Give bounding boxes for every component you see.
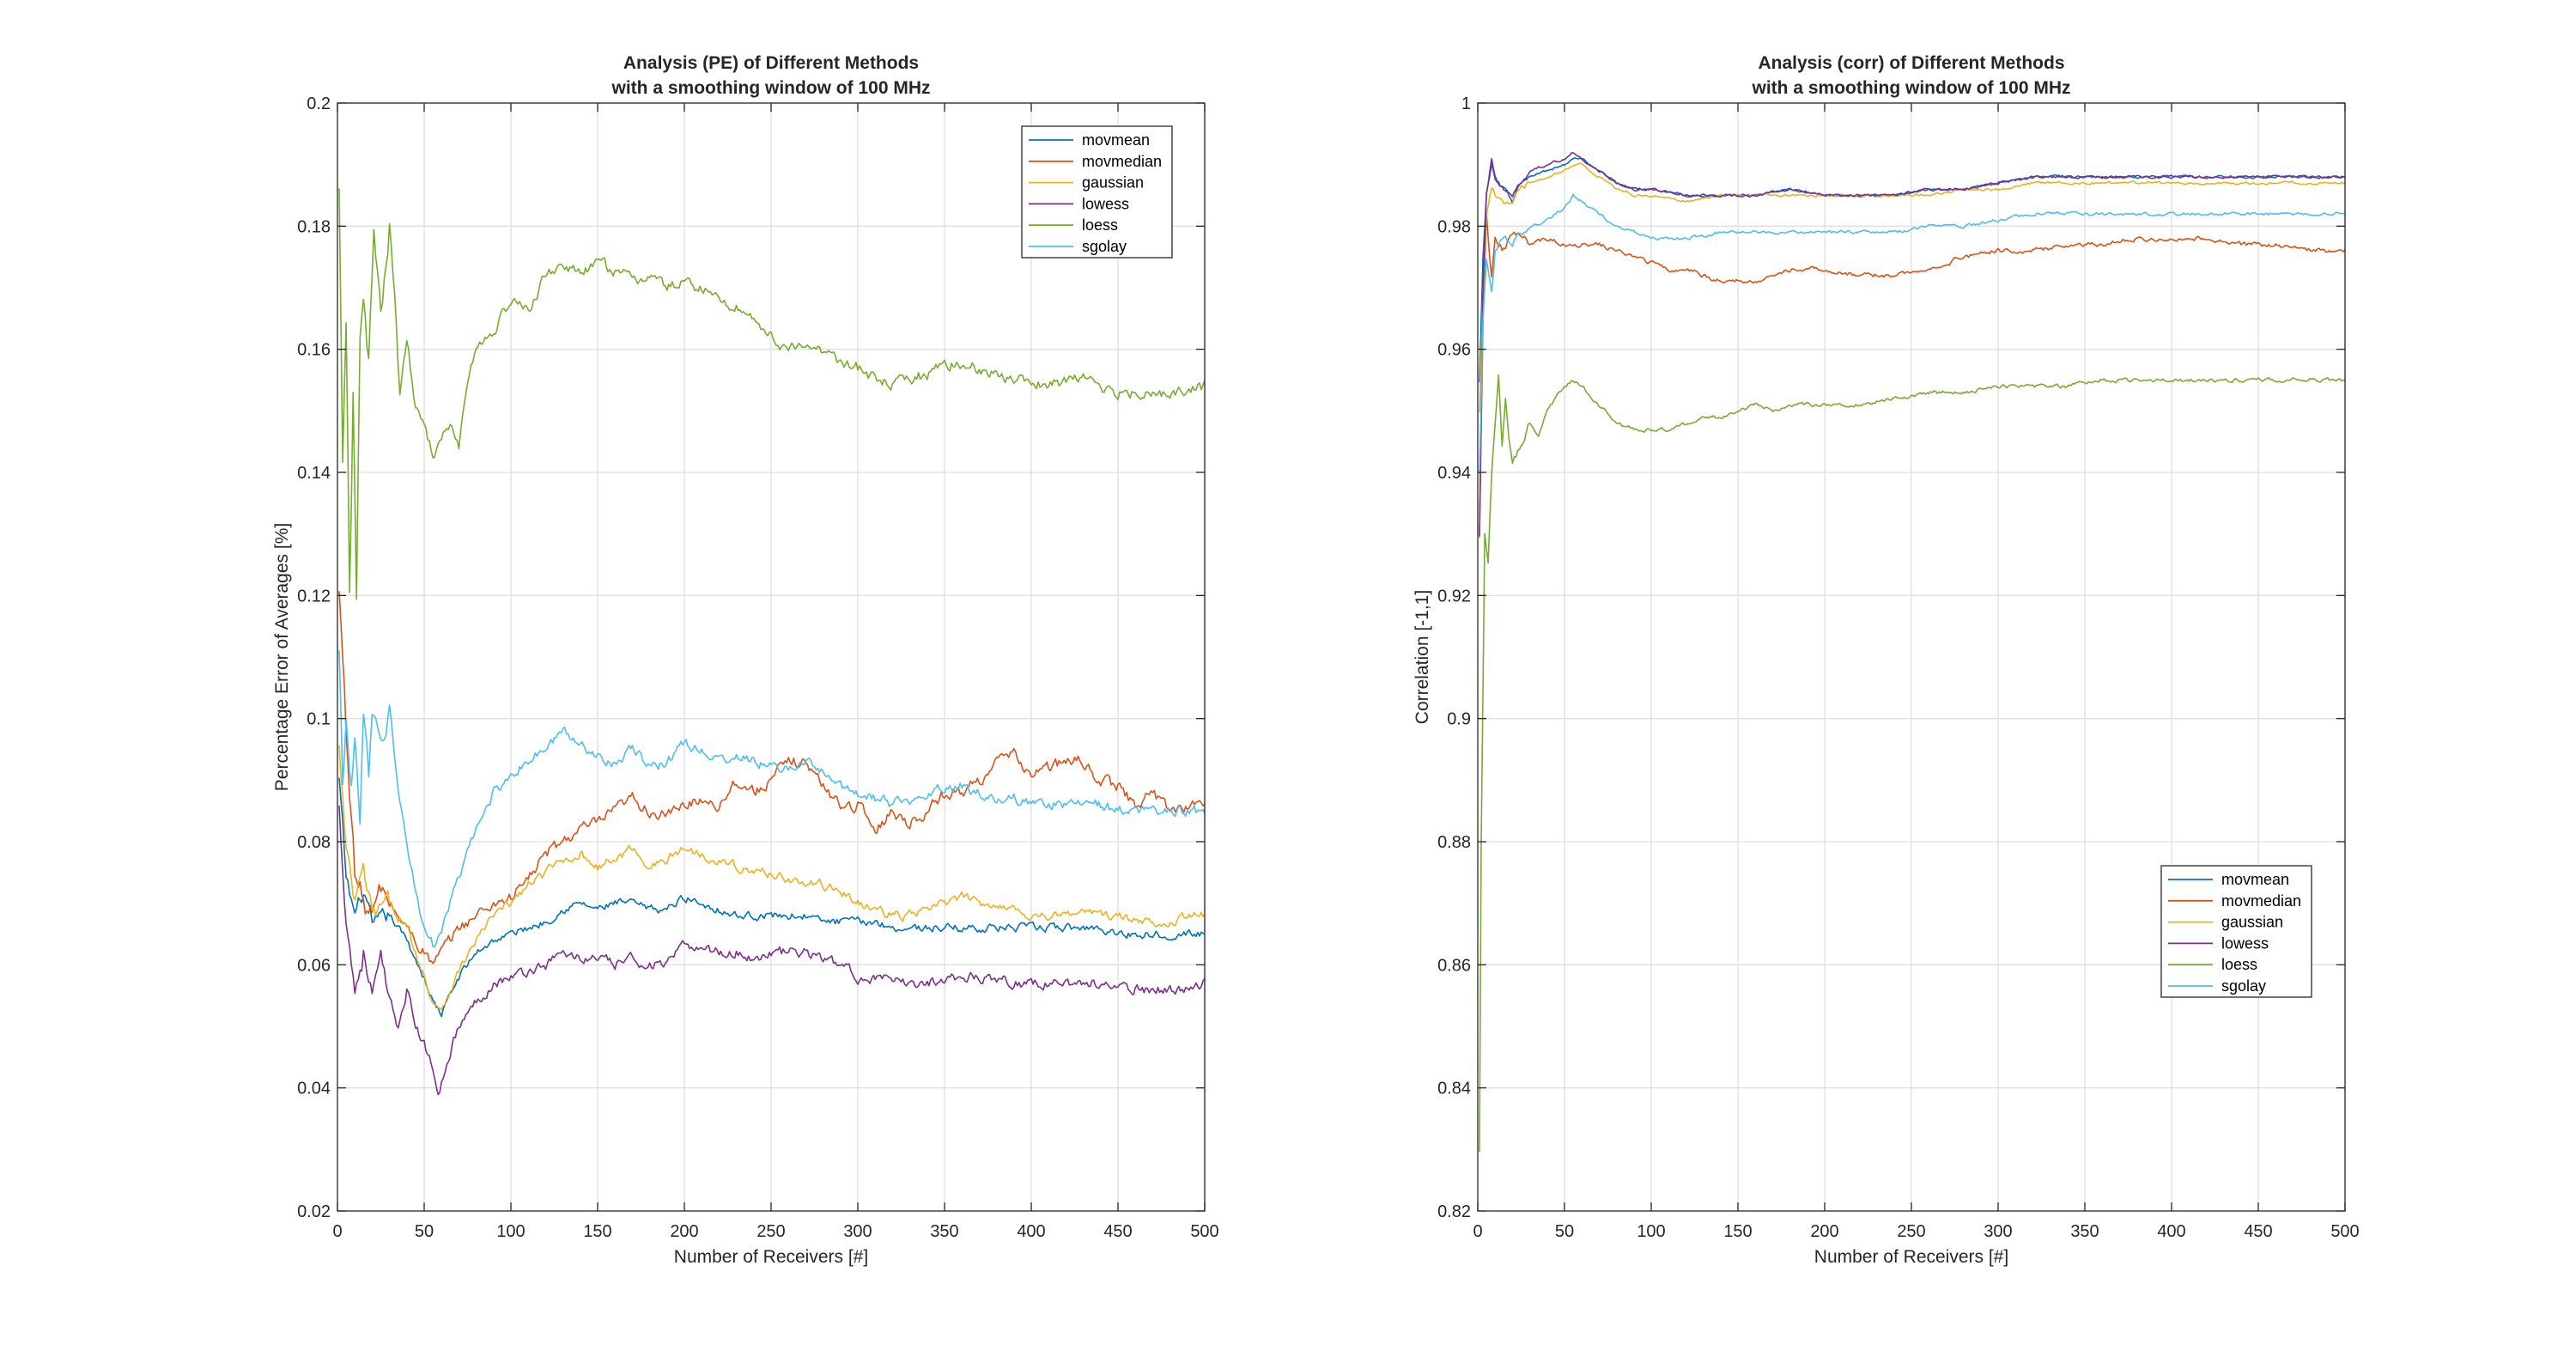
chart-title: Analysis (corr) of Different Methods with… xyxy=(1752,53,2071,98)
y-tick-label: 0.86 xyxy=(1437,956,1471,975)
y-tick-label: 1 xyxy=(1461,94,1471,113)
y-tick-label: 0.94 xyxy=(1437,464,1471,483)
series-line-gaussian xyxy=(1479,162,2346,413)
legend-box xyxy=(2160,865,2312,998)
x-tick-label: 450 xyxy=(2244,1222,2272,1241)
x-tick-label: 500 xyxy=(1190,1222,1218,1241)
legend-entry-movmean: movmean xyxy=(2221,871,2289,888)
chart-title: Analysis (PE) of Different Methods with a… xyxy=(611,53,931,98)
series-line-lowess xyxy=(1479,152,2346,536)
x-tick-label: 350 xyxy=(2070,1222,2099,1241)
legend: movmean movmedian gaussian lowess loess sgola… xyxy=(1021,125,1173,259)
y-tick-label: 0.96 xyxy=(1437,341,1471,360)
y-tick-label: 0.12 xyxy=(297,587,331,606)
series-group xyxy=(1479,152,2346,1152)
x-tick-label: 400 xyxy=(1017,1222,1045,1241)
x-tick-label: 0 xyxy=(332,1222,342,1241)
legend-entry-movmean: movmean xyxy=(1082,131,1150,149)
x-tick-label: 400 xyxy=(2157,1222,2185,1241)
x-tick-label: 300 xyxy=(1984,1222,2012,1241)
x-tick-label: 100 xyxy=(496,1222,525,1241)
y-tick-label: 0.14 xyxy=(297,464,331,483)
series-line-movmedian xyxy=(338,591,1206,965)
y-tick-label: 0.2 xyxy=(307,94,331,113)
y-axis: 0.02 0.04 0.06 0.08 0.1 0.12 0.14 0.16 0.18 0.2 Pe… xyxy=(272,94,1205,1221)
x-axis: 0 50 100 150 200 250 300 350 400 450 500 Number of … xyxy=(1473,103,2360,1267)
series-line-movmean xyxy=(338,777,1206,1018)
x-tick-label: 200 xyxy=(670,1222,698,1241)
series-line-sgolay xyxy=(338,650,1206,948)
legend-entry-loess: loess xyxy=(1082,216,1118,234)
x-tick-label: 50 xyxy=(415,1222,434,1241)
x-tick-label: 300 xyxy=(843,1222,872,1241)
y-tick-label: 0.88 xyxy=(1437,833,1471,852)
legend-entry-movmedian: movmedian xyxy=(2221,892,2301,910)
series-line-gaussian xyxy=(338,745,1206,1011)
x-tick-label: 450 xyxy=(1103,1222,1132,1241)
y-tick-label: 0.16 xyxy=(297,341,331,360)
x-tick-label: 350 xyxy=(930,1222,958,1241)
corr-chart-panel: Analysis (corr) of Different Methods with… xyxy=(1413,53,2360,1267)
y-axis: 0.82 0.84 0.86 0.88 0.9 0.92 0.94 0.96 0.98 1 Corr… xyxy=(1413,94,2345,1221)
x-axis-label: Number of Receivers [#] xyxy=(1814,1247,2008,1267)
series-line-lowess xyxy=(338,805,1206,1096)
x-tick-label: 200 xyxy=(1810,1222,1838,1241)
x-tick-label: 50 xyxy=(1555,1222,1574,1241)
legend-entry-gaussian: gaussian xyxy=(2221,914,2283,931)
y-tick-label: 0.1 xyxy=(307,710,331,729)
legend-entry-gaussian: gaussian xyxy=(1082,174,1144,192)
y-tick-label: 0.08 xyxy=(297,833,331,852)
x-tick-label: 250 xyxy=(756,1222,785,1241)
x-tick-label: 250 xyxy=(1897,1222,1925,1241)
x-tick-label: 150 xyxy=(1723,1222,1752,1241)
y-tick-label: 0.04 xyxy=(297,1080,331,1098)
legend-entry-sgolay: sgolay xyxy=(1082,238,1127,255)
legend-box xyxy=(1021,125,1173,259)
series-line-loess xyxy=(338,188,1206,600)
x-axis: 0 50 100 150 200 250 300 350 400 450 500 Number of … xyxy=(332,103,1219,1267)
y-tick-label: 0.82 xyxy=(1437,1202,1471,1221)
y-tick-label: 0.06 xyxy=(297,956,331,975)
legend-entry-loess: loess xyxy=(2221,956,2257,973)
y-tick-label: 0.84 xyxy=(1437,1080,1471,1098)
y-tick-label: 0.18 xyxy=(297,217,331,236)
pe-chart-panel: Analysis (PE) of Different Methods with a… xyxy=(272,53,1219,1267)
x-tick-label: 150 xyxy=(583,1222,611,1241)
x-axis-label: Number of Receivers [#] xyxy=(674,1247,868,1267)
series-line-sgolay xyxy=(1479,193,2346,474)
series-line-movmedian xyxy=(1479,212,2346,538)
y-axis-label: Correlation [-1,1] xyxy=(1413,590,1432,724)
x-tick-label: 0 xyxy=(1473,1222,1482,1241)
x-tick-label: 100 xyxy=(1637,1222,1665,1241)
x-tick-label: 500 xyxy=(2330,1222,2359,1241)
y-tick-label: 0.02 xyxy=(297,1202,331,1221)
legend-entry-sgolay: sgolay xyxy=(2221,977,2266,995)
y-tick-label: 0.92 xyxy=(1437,587,1471,606)
legend: movmean movmedian gaussian lowess loess sgola… xyxy=(2160,865,2312,998)
y-tick-label: 0.9 xyxy=(1447,710,1471,729)
series-group xyxy=(338,188,1206,1096)
series-line-loess xyxy=(1479,374,2346,1152)
legend-entry-movmedian: movmedian xyxy=(1082,153,1162,170)
legend-entry-lowess: lowess xyxy=(1082,195,1129,212)
y-tick-label: 0.98 xyxy=(1437,217,1471,236)
y-axis-label: Percentage Error of Averages [%] xyxy=(272,523,292,791)
legend-entry-lowess: lowess xyxy=(2221,934,2269,952)
